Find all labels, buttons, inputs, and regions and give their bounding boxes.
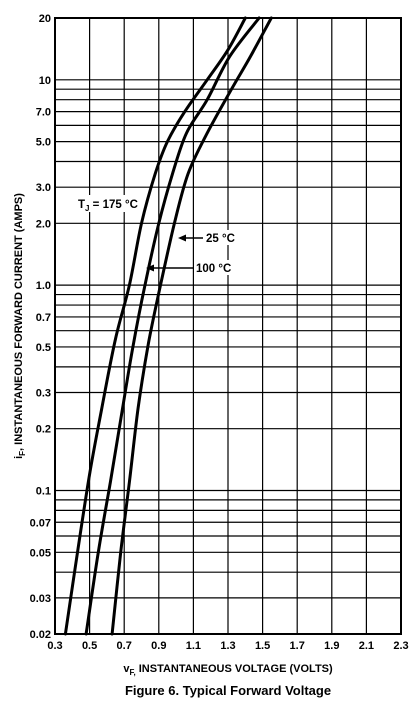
y-tick-label: 0.1 <box>36 485 51 497</box>
y-tick-label: 0.3 <box>36 388 51 400</box>
y-tick-label: 5.0 <box>36 137 51 149</box>
y-tick-label: 3.0 <box>36 182 51 194</box>
y-tick-label: 0.03 <box>30 593 51 605</box>
curve-label-100c: 100 °C <box>146 260 236 275</box>
x-tick-label: 2.1 <box>359 640 374 652</box>
y-tick-label: 2.0 <box>36 218 51 230</box>
y-tick-label: 0.07 <box>30 517 51 529</box>
x-tick-label: 1.3 <box>220 640 235 652</box>
x-tick-label: 1.9 <box>324 640 339 652</box>
grid <box>54 17 402 635</box>
curve-175c <box>63 16 247 636</box>
figure-caption: Figure 6. Typical Forward Voltage <box>125 683 331 698</box>
x-tick-label: 2.3 <box>393 640 408 652</box>
y-tick-label: 1.0 <box>36 280 51 292</box>
x-axis-title: vF, INSTANTANEOUS VOLTAGE (VOLTS) <box>123 663 333 677</box>
y-tick-label: 20 <box>39 13 51 25</box>
y-tick-label: 0.02 <box>30 629 51 641</box>
plot-frame <box>54 17 402 635</box>
curve-label-25c: 25 °C <box>178 230 241 245</box>
x-tick-label: 0.7 <box>117 640 132 652</box>
x-tick-label: 0.3 <box>47 640 62 652</box>
x-tick-label: 1.7 <box>290 640 305 652</box>
y-tick-label: 7.0 <box>36 107 51 119</box>
x-tick-labels: 0.3 0.5 0.7 0.9 1.1 1.3 1.5 1.7 1.9 2.1 2.3 <box>47 640 408 652</box>
y-tick-labels: 20 10 7.0 5.0 3.0 2.0 1.0 0.7 0.5 0.3 0.2 0.1 0.07 0.… <box>30 13 51 641</box>
y-tick-label: 0.05 <box>30 547 51 559</box>
svg-text:25 °C: 25 °C <box>206 233 235 245</box>
svg-text:100 °C: 100 °C <box>196 263 231 275</box>
x-tick-label: 0.5 <box>82 640 97 652</box>
y-axis-title: iF, INSTANTANEOUS FORWARD CURRENT (AMPS) <box>13 193 27 459</box>
curve-25c <box>110 16 273 636</box>
y-tick-label: 0.7 <box>36 312 51 324</box>
svg-text:TJ = 175 °C: TJ = 175 °C <box>78 199 138 213</box>
x-tick-label: 0.9 <box>151 640 166 652</box>
y-tick-label: 0.2 <box>36 424 51 436</box>
curve-label-175c: TJ = 175 °C <box>74 195 138 213</box>
y-tick-label: 10 <box>39 75 51 87</box>
y-tick-label: 0.5 <box>36 342 51 354</box>
x-tick-label: 1.1 <box>186 640 201 652</box>
curve-100c <box>84 16 261 636</box>
curves <box>63 16 273 636</box>
x-tick-label: 1.5 <box>255 640 270 652</box>
